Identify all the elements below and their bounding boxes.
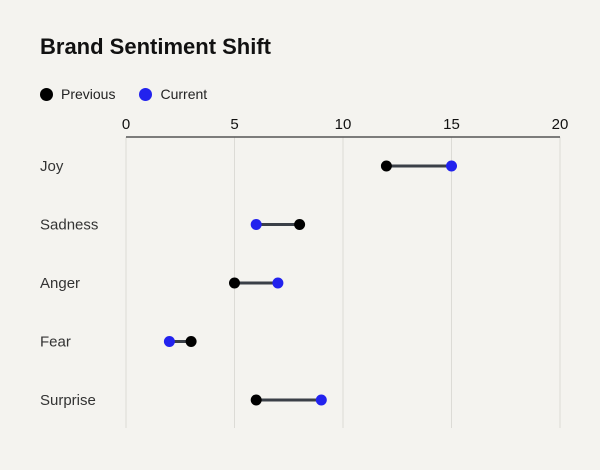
category-label-joy: Joy <box>40 158 64 175</box>
x-tick-label-15: 15 <box>443 116 460 133</box>
legend-item-current: Current <box>139 86 207 102</box>
point-previous-surprise <box>250 394 262 406</box>
point-current-fear <box>163 336 175 347</box>
legend-swatch-previous <box>40 87 53 101</box>
x-tick-label-20: 20 <box>552 116 569 133</box>
point-previous-joy <box>380 160 392 172</box>
chart-title: Brand Sentiment Shift <box>40 34 272 59</box>
category-label-sadness: Sadness <box>40 217 98 234</box>
legend-label-previous: Previous <box>61 86 116 102</box>
category-label-anger: Anger <box>40 275 80 292</box>
x-tick-label-0: 0 <box>122 116 130 133</box>
point-current-joy <box>446 160 457 172</box>
point-current-anger <box>272 277 284 289</box>
legend-item-previous: Previous <box>40 86 115 102</box>
point-current-sadness <box>250 219 262 230</box>
legend-swatch-current <box>139 87 153 101</box>
point-previous-sadness <box>294 219 306 230</box>
x-tick-label-10: 10 <box>335 116 352 133</box>
x-tick-label-5: 5 <box>230 116 238 133</box>
legend-label-current: Current <box>160 86 208 102</box>
category-label-surprise: Surprise <box>40 392 96 409</box>
point-previous-fear <box>185 336 197 347</box>
point-previous-anger <box>229 277 240 289</box>
point-current-surprise <box>315 394 327 406</box>
category-label-fear: Fear <box>40 334 71 351</box>
legend: Previous Current <box>40 86 231 102</box>
